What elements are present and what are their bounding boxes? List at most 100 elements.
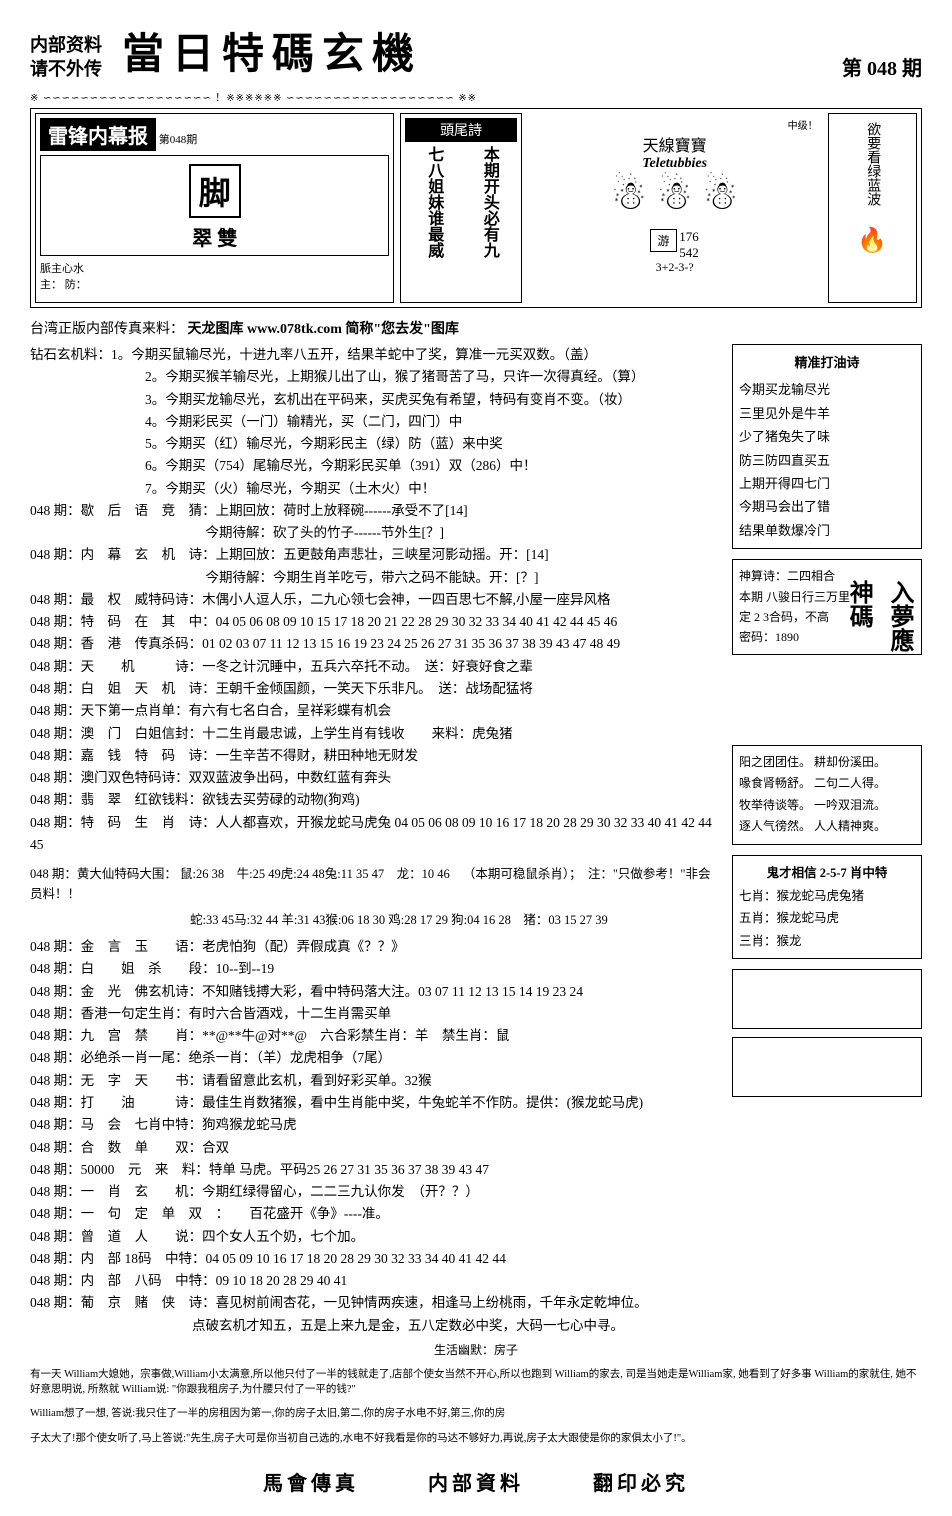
touwei-title: 頭尾詩: [405, 118, 516, 142]
m-5: 048 期：必绝杀一肖一尾：绝杀一肖：（羊）龙虎相争（7尾）: [30, 1047, 722, 1069]
box1-bottom2: 主： 防：: [40, 276, 389, 292]
big-char: 脚: [189, 164, 241, 218]
m-6: 048 期：无 字 天 书：请看留意此玄机，看到好彩买单。32猴: [30, 1070, 722, 1092]
s3-l3: 牧举待谈等。 一吟双泪流。: [739, 795, 915, 817]
story-p2: William想了一想, 答说:我只住了一半的房租因为第一,你的房子太旧,第二,…: [30, 1407, 922, 1422]
zs-4: 5。今期买（红）输尽光，今期彩民主（绿）防（蓝）来中奖: [30, 433, 722, 455]
s1-l2: 三里见外是牛羊: [739, 402, 915, 425]
header-note-2: 请不外传: [30, 58, 102, 81]
s4-l3: 三肖：猴龙: [739, 930, 915, 953]
l-9: 048 期：天下第一点肖单：有六有七名白合，呈祥彩蝶有机会: [30, 700, 722, 722]
leifeng-title: 雷锋内幕报: [40, 118, 156, 151]
m-15: 048 期：内 部 八码 中特：09 10 18 20 28 29 40 41: [30, 1270, 722, 1292]
you-label: 游: [650, 229, 676, 252]
side-box-1: 精准打油诗 今期买龙输尽光 三里见外是牛羊 少了猪兔失了味 防三防四直买五 上期…: [732, 344, 922, 549]
s3-l2: 喙食肾畅舒。 二句二人得。: [739, 773, 915, 795]
divider: ※ ∽∽∽∽∽∽∽∽∽∽∽∽∽∽∽∽∽∽ ！※※※※※※ ∽∽∽∽∽∽∽∽∽∽∽…: [30, 89, 922, 104]
story-p3: 子太大了!那个使女听了,马上答说:"先生,房子大可是你当初自己选的,水电不好我看…: [30, 1432, 922, 1447]
you-n1: 176: [679, 229, 699, 245]
hdx-label: 048 期：黄大仙特码大围：: [30, 867, 177, 881]
hdx-l2: 蛇:33 45马:32 44 羊:31 43猴:06 18 30 鸡:28 17…: [30, 910, 722, 930]
issue-number: 第 048 期: [842, 52, 922, 81]
l-4: 048 期：最 权 威特码诗：木偶小人逗人乐，二九心领七会神，一四百思七不解,小…: [30, 589, 722, 611]
shen-char: 入夢應神碼: [837, 580, 919, 654]
side-box-2: 神算诗：二四相合 本期 八骏日行三万里 定 2 3合码，不高 密码：1890 入…: [732, 559, 922, 655]
side-strip: 欲要看绿蓝波 🔥: [828, 113, 917, 303]
corner-note: 中级！: [532, 117, 818, 132]
s1-l4: 防三防四直买五: [739, 449, 915, 472]
box1-bottom1: 脈主心水: [40, 260, 389, 276]
l-5: 048 期：特 码 在 其 中：04 05 06 08 09 10 15 17 …: [30, 611, 722, 633]
s1-l1: 今期买龙输尽光: [739, 378, 915, 401]
yao-text: 欲要看绿蓝波: [862, 122, 882, 222]
m-12: 048 期：一 句 定 单 双 ： 百花盛开《争》----准。: [30, 1203, 722, 1225]
zs-3: 4。今期彩民买（一门）输精光，买（二门，四门）中: [30, 411, 722, 433]
m-14: 048 期：内 部 18码 中特：04 05 09 10 16 17 18 20…: [30, 1248, 722, 1270]
l-10: 048 期：澳 门 白姐信封：十二生肖最忠诚，上学生肖有钱收 来料：虎兔猪: [30, 723, 722, 745]
l-6: 048 期：香 港 传真杀码：01 02 03 07 11 12 13 15 1…: [30, 633, 722, 655]
source-url: 天龙图库 www.078tk.com 简称"您去发"图库: [188, 322, 459, 337]
s1-title: 精准打油诗: [739, 351, 915, 374]
source-prefix: 台湾正版内部传真来料：: [30, 322, 184, 337]
l-7: 048 期：天 机 诗：一冬之计沉睡中，五兵六卒托不动。 送：好衰好食之辈: [30, 656, 722, 678]
m-3: 048 期：香港一句定生肖：有时六合皆酒戏，十二生肖需买单: [30, 1003, 722, 1025]
m-4: 048 期：九 宫 禁 肖：**@**牛@对**@ 六合彩禁生肖：羊 禁生肖：鼠: [30, 1025, 722, 1047]
l-14: 048 期：特 码 生 肖 诗：人人都喜欢，开猴龙蛇马虎兔 04 05 06 0…: [30, 812, 722, 857]
s4-l1: 七肖：猴龙蛇马虎兔猪: [739, 885, 915, 908]
tianxian-label: 天線寶寶: [532, 132, 818, 156]
l-3: 今期待解：今期生肖羊吃亏，带六之码不能缺。开：[？]: [30, 567, 722, 589]
l-11: 048 期：嘉 钱 特 码 诗：一生辛苦不得财，耕田种地无财发: [30, 745, 722, 767]
m-1: 048 期：白 姐 杀 段：10--到--19: [30, 958, 722, 980]
you-n3: 3+2-3-?: [532, 260, 818, 275]
leifeng-box: 雷锋内幕报 第048期 脚 翠 雙 脈主心水 主： 防：: [35, 113, 394, 303]
l-8: 048 期：白 姐 天 机 诗：王朝千金倾国颜，一笑天下乐非凡。 送：战场配猛将: [30, 678, 722, 700]
top-section: 雷锋内幕报 第048期 脚 翠 雙 脈主心水 主： 防： 頭尾詩 七八姐妹谁最威…: [30, 108, 922, 308]
touwei-v1: 本期开头必有九: [477, 146, 501, 266]
s3-l1: 阳之团团住。 耕却份溪田。: [739, 752, 915, 774]
m-2: 048 期：金 光 佛玄机诗：不知赌钱搏大彩，看中特码落大注。03 07 11 …: [30, 981, 722, 1003]
s1-l6: 今期马会出了错: [739, 495, 915, 518]
story-title: 生活幽默：房子: [30, 1341, 922, 1358]
hdx-l1: 鼠:26 38 牛:25 49虎:24 48兔:11 35 47 龙：10 46: [180, 867, 450, 881]
zs-6: 7。今期买（火）输尽光，今期买（土木火）中！: [30, 478, 722, 500]
story-p1: 有一天 William大媳她，宗事做,William小太满意,所以他只付了一半的…: [30, 1368, 922, 1397]
s1-l7: 结果单数爆冷门: [739, 519, 915, 542]
zs-1: 2。今期买猴羊输尽光，上期猴儿出了山，猴了猪哥苦了马，只许一次得真经。（算）: [30, 366, 722, 388]
s4-title: 鬼才相信 2-5-7 肖中特: [739, 862, 915, 885]
zs-0: 1。今期买鼠输尽光，十进九率八五开，结果羊蛇中了奖，算准一元买双数。（盖）: [111, 347, 597, 362]
teletubbies-logo: Teletubbies: [532, 156, 818, 172]
you-n2: 542: [679, 245, 699, 261]
bottom-2: 内部資料: [428, 1473, 524, 1495]
m-0: 048 期：金 言 玉 语：老虎怕狗（配）弄假成真《？？》: [30, 936, 722, 958]
sub-chars: 翠 雙: [45, 222, 384, 251]
l-12: 048 期：澳门双色特码诗：双双蓝波争出码，中数红蓝有奔头: [30, 767, 722, 789]
l-13: 048 期：翡 翠 红欲钱料：欲钱去买劳碌的动物(狗鸡): [30, 789, 722, 811]
empty-box-2: [732, 1037, 922, 1097]
l-2: 048 期：内 幕 玄 机 诗：上期回放：五更鼓角声悲壮，三峡星河影动摇。开：[…: [30, 544, 722, 566]
header-note-1: 内部资料: [30, 34, 102, 57]
leifeng-issue: 第048期: [159, 134, 198, 146]
m-10: 048 期：50000 元 来 料：特单 马虎。平码25 26 27 31 35…: [30, 1159, 722, 1181]
s3-l4: 逐人气徬然。 人人精神爽。: [739, 816, 915, 838]
m-7: 048 期：打 油 诗：最佳生肖数猪猴，看中生肖能中奖，牛兔蛇羊不作防。提供：(…: [30, 1092, 722, 1114]
m-17: 点破玄机才知五，五是上来九是金，五八定数必中奖，大码一七心中寻。: [30, 1315, 722, 1337]
m-16: 048 期：葡 京 赌 侠 诗：喜见树前闹杏花，一见钟情两疾速，相逢马上纷桃雨，…: [30, 1292, 722, 1314]
bottom-3: 翻印必究: [593, 1473, 689, 1495]
m-8: 048 期：马 会 七肖中特：狗鸡猴龙蛇马虎: [30, 1114, 722, 1136]
touwei-v2: 七八姐妹谁最威: [421, 146, 445, 266]
bottom-1: 馬會傳真: [263, 1473, 359, 1495]
side-box-4: 鬼才相信 2-5-7 肖中特 七肖：猴龙蛇马虎兔猪 五肖：猴龙蛇马虎 三肖：猴龙: [732, 855, 922, 959]
zuanshi-title: 钻石玄机料：: [30, 347, 111, 362]
zs-2: 3。今期买龙输尽光，玄机出在平码来，买虎买兔有希望，特码有变肖不变。（妆）: [30, 389, 722, 411]
m-13: 048 期：曾 道 人 说：四个女人五个奶，七个加。: [30, 1226, 722, 1248]
side-box-3: 阳之团团住。 耕却份溪田。 喙食肾畅舒。 二句二人得。 牧举待谈等。 一吟双泪流…: [732, 745, 922, 845]
l-0: 048 期：歇 后 语 竞 猜：上期回放：荷时上放释碗------承受不了[14…: [30, 500, 722, 522]
s1-l5: 上期开得四七门: [739, 472, 915, 495]
m-11: 048 期：一 肖 玄 机：今期红绿得留心，二二三九认你发 （开？？）: [30, 1181, 722, 1203]
page-title: 當日特碼玄機: [122, 20, 422, 81]
l-1: 今期待解：砍了头的竹子------节外生[？]: [30, 522, 722, 544]
m-9: 048 期：合 数 单 双：合双: [30, 1137, 722, 1159]
empty-box-1: [732, 969, 922, 1029]
s1-l3: 少了猪兔失了味: [739, 425, 915, 448]
touwei-box: 頭尾詩 七八姐妹谁最威 本期开头必有九: [400, 113, 521, 303]
